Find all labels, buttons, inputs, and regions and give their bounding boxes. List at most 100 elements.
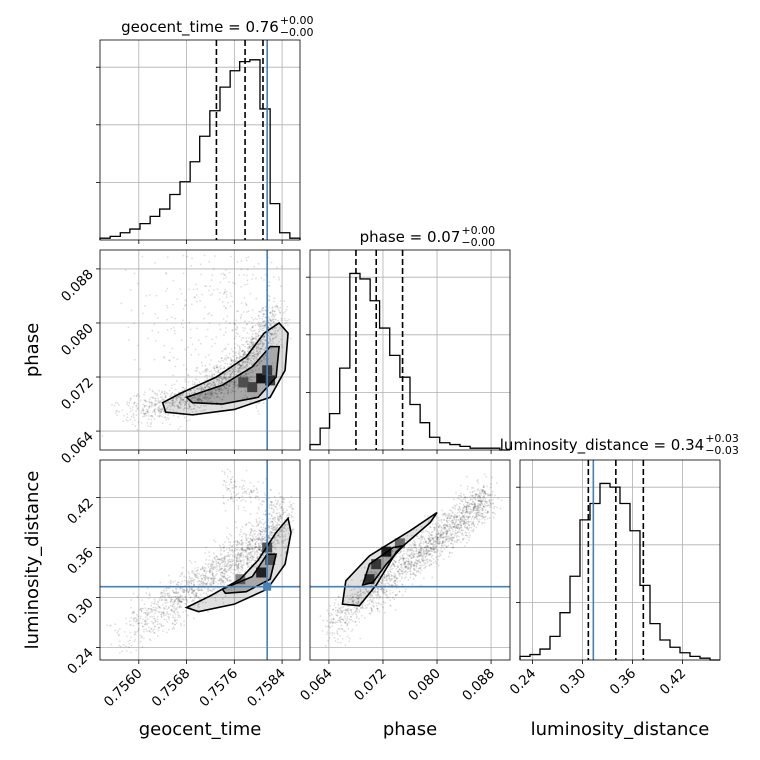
pair-geocent-distance-point <box>121 650 124 653</box>
pair-phase-distance-point <box>371 604 374 607</box>
pair-geocent-distance-point <box>204 562 207 565</box>
pair-geocent-phase-point <box>224 377 227 380</box>
pair-geocent-distance-point <box>167 607 170 610</box>
pair-geocent-phase-point <box>221 406 223 409</box>
pair-geocent-distance-point <box>250 559 253 562</box>
pair-geocent-distance-point <box>273 508 275 511</box>
pair-geocent-phase-point <box>253 353 256 356</box>
pair-geocent-phase-point <box>278 278 281 281</box>
pair-geocent-distance-point <box>236 499 238 502</box>
pair-geocent-phase-point <box>147 425 150 427</box>
pair-phase-distance-point <box>330 620 333 622</box>
pair-geocent-distance-point <box>212 580 215 582</box>
pair-geocent-distance-point <box>239 528 242 531</box>
pair-geocent-phase-point <box>230 367 233 370</box>
pair-geocent-phase-point <box>240 390 243 393</box>
pair-geocent-phase-point <box>247 348 250 350</box>
pair-phase-distance-point <box>440 529 443 531</box>
pair-phase-distance-point <box>346 622 349 625</box>
pair-geocent-phase-point <box>211 293 214 295</box>
pair-geocent-phase-point <box>206 396 209 399</box>
pair-geocent-distance-point <box>174 616 176 619</box>
pair-geocent-distance-point <box>224 473 226 475</box>
pair-geocent-distance-point <box>242 532 245 535</box>
pair-geocent-distance-point <box>250 550 253 553</box>
pair-geocent-phase-point <box>225 320 227 323</box>
pair-phase-distance-point <box>415 564 418 567</box>
pair-geocent-distance-point <box>259 544 262 547</box>
pair-geocent-phase-point <box>234 352 236 355</box>
pair-geocent-phase-point <box>115 410 118 413</box>
pair-phase-distance-point <box>410 549 412 552</box>
pair-geocent-phase-point <box>277 319 280 322</box>
pair-geocent-distance-point <box>276 515 279 518</box>
pair-geocent-distance-point <box>152 623 155 625</box>
pair-geocent-phase-point <box>218 378 220 381</box>
pair-geocent-distance-point <box>158 622 161 625</box>
pair-geocent-distance-point <box>137 629 140 631</box>
pair-geocent-distance-point <box>290 511 293 514</box>
pair-geocent-phase-point <box>203 370 206 373</box>
pair-geocent-distance-point <box>222 549 225 552</box>
pair-geocent-distance-point <box>241 487 244 490</box>
hist-geocent_time-panel <box>96 39 301 244</box>
pair-geocent-phase-point <box>200 400 203 402</box>
pair-geocent-phase-point <box>272 337 275 340</box>
pair-geocent-distance-point <box>160 593 163 596</box>
pair-geocent-phase-point <box>141 407 144 410</box>
pair-geocent-phase-point <box>254 333 257 335</box>
pair-geocent-phase-point <box>256 323 259 325</box>
pair-geocent-distance-point <box>174 591 177 594</box>
pair-phase-distance-point <box>360 614 363 617</box>
pair-phase-distance-point <box>388 596 390 599</box>
pair-geocent-distance-point <box>216 568 219 571</box>
pair-phase-distance-point <box>435 541 437 544</box>
pair-geocent-phase-point <box>222 277 225 280</box>
pair-phase-distance-point <box>459 484 462 487</box>
pair-geocent-phase-point <box>136 408 139 411</box>
pair-phase-distance-point <box>415 550 418 553</box>
pair-geocent-distance-point <box>229 490 232 493</box>
pair-phase-distance-point <box>471 490 474 493</box>
pair-geocent-phase-point <box>195 396 197 399</box>
pair-geocent-distance-point <box>249 533 252 536</box>
pair-phase-distance-point <box>379 588 382 591</box>
geocent_time-xtick-label-0: 0.7560 <box>101 666 146 711</box>
pair-geocent-phase-point <box>251 322 254 325</box>
pair-phase-distance-point <box>383 611 386 614</box>
pair-geocent-distance-point <box>204 579 206 582</box>
pair-geocent-phase-point <box>203 383 206 386</box>
pair-geocent-phase-point <box>154 412 157 414</box>
pair-geocent-phase-point <box>224 372 227 375</box>
pair-geocent-phase-point <box>220 273 223 275</box>
pair-phase-distance-point <box>401 555 404 558</box>
pair-geocent-distance-truth-marker <box>263 582 272 591</box>
pair-geocent-phase-point <box>231 328 234 331</box>
pair-geocent-phase-point <box>218 298 221 301</box>
pair-geocent-phase-point <box>195 400 197 403</box>
pair-geocent-phase-point <box>231 361 233 364</box>
pair-phase-distance-point <box>468 496 471 499</box>
pair-geocent-phase-point <box>172 404 175 407</box>
pair-phase-distance-point <box>393 577 396 580</box>
pair-geocent-phase-point <box>235 358 238 361</box>
pair-geocent-distance-point <box>278 523 280 526</box>
pair-geocent-distance-point <box>268 532 271 535</box>
pair-geocent-phase-point <box>244 302 247 305</box>
pair-geocent-phase-point <box>175 398 178 401</box>
pair-geocent-distance-point <box>156 615 159 618</box>
pair-geocent-phase-point <box>261 317 264 320</box>
pair-geocent-distance-point <box>141 599 144 602</box>
pair-geocent-distance-point <box>235 564 238 566</box>
pair-geocent-phase-point <box>249 371 252 374</box>
pair-geocent-phase-point <box>200 389 203 392</box>
pair-geocent-distance-point <box>257 542 260 545</box>
pair-geocent-phase-point <box>231 366 234 369</box>
pair-phase-distance-point <box>453 498 455 501</box>
pair-geocent-distance-point <box>263 522 266 525</box>
pair-geocent-distance-point <box>196 580 199 583</box>
pair-geocent-distance-point <box>172 603 175 606</box>
pair-geocent-distance-point <box>231 487 234 489</box>
pair-geocent-phase-point <box>217 387 219 390</box>
pair-phase-distance-point <box>467 505 470 508</box>
